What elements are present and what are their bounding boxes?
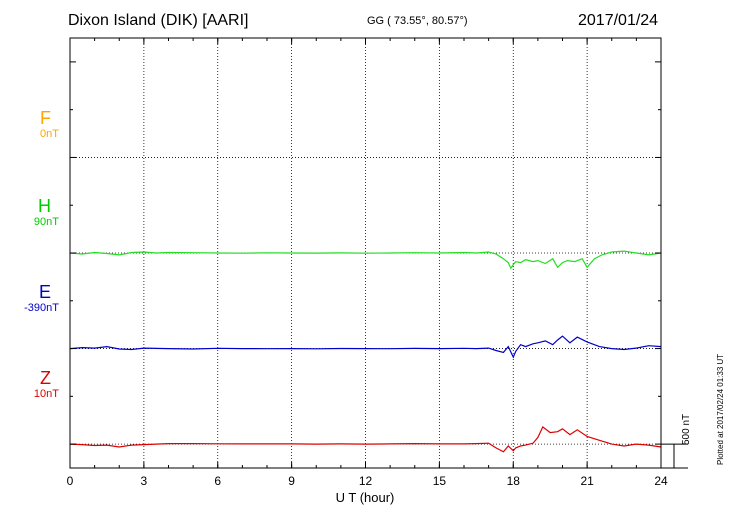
component-z-letter: Z xyxy=(40,368,51,388)
geographic-coordinates: GG ( 73.55°, 80.57°) xyxy=(367,15,468,27)
series-line-z xyxy=(69,425,662,453)
component-f-letter: F xyxy=(40,108,51,128)
x-tick-label: 0 xyxy=(67,474,74,488)
x-tick-label: 15 xyxy=(433,474,447,488)
component-z-baseline: 10nT xyxy=(33,388,59,400)
station-title: Dixon Island (DIK) [AARI] xyxy=(68,12,249,29)
component-h-letter: H xyxy=(38,196,51,216)
component-h-label: H 90nT xyxy=(4,196,64,229)
x-tick-label: 24 xyxy=(654,474,668,488)
x-axis-label: U T (hour) xyxy=(335,490,395,505)
x-tick-label: 21 xyxy=(580,474,594,488)
series-line-h xyxy=(69,250,662,270)
scale-bar-label: 500 nT xyxy=(681,413,692,445)
series-lines xyxy=(69,250,662,453)
series-line-e xyxy=(69,335,662,359)
x-tick-label: 6 xyxy=(214,474,221,488)
scale-bar xyxy=(661,443,688,469)
plotted-timestamp: Plotted at 2017/02/24 01:33 UT xyxy=(716,353,725,465)
component-z-label: Z 10nT xyxy=(4,368,64,401)
component-f-label: F 0nT xyxy=(4,108,64,141)
x-tick-label: 12 xyxy=(359,474,373,488)
x-tick-label: 18 xyxy=(507,474,521,488)
component-f-baseline: 0nT xyxy=(40,128,59,140)
x-tick-label: 9 xyxy=(288,474,295,488)
axis-ticks: 0 3 6 9 12 15 18 21 24 xyxy=(67,38,668,488)
chart-date: 2017/01/24 xyxy=(578,12,659,29)
component-e-label: E -390nT xyxy=(4,282,64,315)
component-e-baseline: -390nT xyxy=(24,302,59,314)
component-e-letter: E xyxy=(38,282,51,302)
x-tick-label: 3 xyxy=(141,474,148,488)
component-h-baseline: 90nT xyxy=(33,216,59,228)
grid-lines xyxy=(70,38,661,468)
